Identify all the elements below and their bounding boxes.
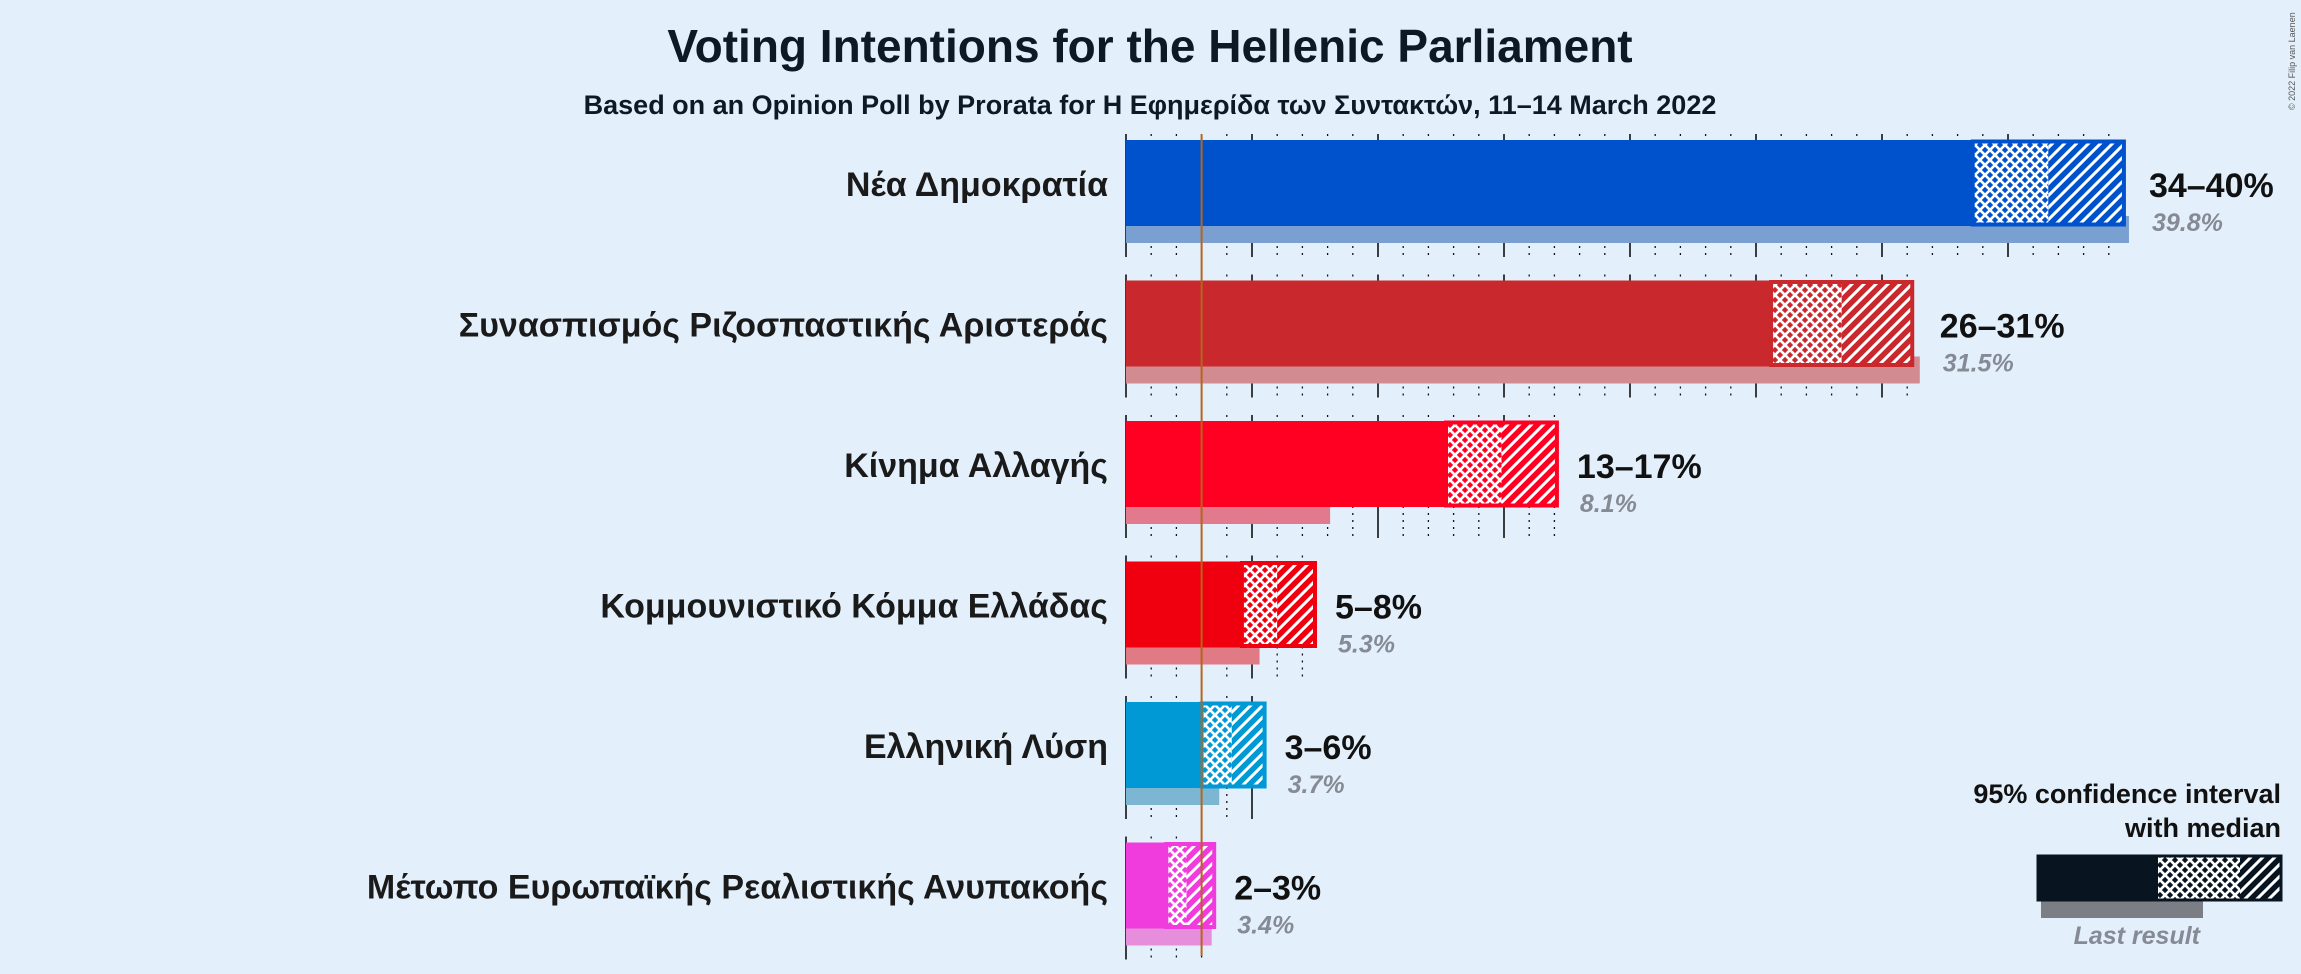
party-label: Συνασπισμός Ριζοσπαστικής Αριστεράς (459, 307, 1108, 345)
range-label: 3–6% (1285, 729, 1372, 767)
legend-outline (2036, 854, 2283, 902)
bar-row: Ελληνική Λύση 3–6% 3.7% (864, 696, 1372, 819)
legend-ci-line1: 95% confidence interval (1973, 779, 2281, 809)
bar-solid (1126, 561, 1242, 648)
bar-ci-lower (1446, 421, 1502, 507)
party-label: Κομμουνιστικό Κόμμα Ελλάδας (600, 588, 1108, 626)
bar-rows: Νέα Δημοκρατία 34–40% 39.8% Συνασπισμός Ριζ… (367, 134, 2274, 960)
last-result-label: 3.4% (1237, 912, 1294, 940)
bar-row: Κίνημα Αλλαγής 13–17% 8.1% (844, 415, 1702, 538)
range-label: 34–40% (2149, 167, 2274, 205)
range-label: 13–17% (1577, 448, 1702, 486)
bar-row: Συνασπισμός Ριζοσπαστικής Αριστεράς 26–31… (459, 274, 2065, 398)
bar-solid (1126, 140, 1973, 226)
bar-ci-upper (1841, 280, 1913, 367)
bar-ci-lower (1201, 702, 1232, 788)
bar-ci-lower (1166, 842, 1187, 929)
bar-ci-lower (1972, 140, 2049, 226)
bar-ci-upper (1186, 842, 1215, 929)
chart-title: Voting Intentions for the Hellenic Parli… (667, 20, 1632, 72)
legend-ci-line2: with median (2124, 813, 2281, 843)
bar-ci-outline (1769, 280, 1915, 367)
chart-subtitle: Based on an Opinion Poll by Prorata for … (584, 90, 1717, 120)
bar-ci-outline (1164, 842, 1217, 929)
bar-solid (1126, 280, 1772, 367)
party-label: Νέα Δημοκρατία (846, 166, 1108, 204)
bar-row: Νέα Δημοκρατία 34–40% 39.8% (846, 134, 2274, 257)
legend-diagonal (2240, 856, 2281, 900)
party-label: Ελληνική Λύση (864, 728, 1108, 766)
bar-row: Κομμουνιστικό Κόμμα Ελλάδας 5–8% 5.3% (600, 555, 1422, 679)
bar-ci-upper (1231, 702, 1265, 788)
legend-last-result-label: Last result (2074, 922, 2202, 950)
last-result-label: 5.3% (1338, 631, 1395, 659)
party-label: Μέτωπο Ευρωπαϊκής Ρεαλιστικής Ανυπακοής (367, 869, 1108, 907)
bar-ci-lower (1241, 561, 1278, 648)
legend-solid-swatch (2038, 856, 2158, 900)
bar-ci-lower (1771, 280, 1842, 367)
legend-crosshatch (2158, 856, 2240, 900)
bar-solid (1126, 421, 1447, 507)
bar-ci-outline (1970, 139, 2126, 227)
legend: 95% confidence interval with median Last… (1973, 779, 2283, 950)
bar-row: Μέτωπο Ευρωπαϊκής Ρεαλιστικής Ανυπακοής 2… (367, 836, 1321, 960)
bar-ci-outline (1239, 561, 1318, 648)
copyright: © 2022 Filip van Laenen (2287, 12, 2297, 110)
range-label: 5–8% (1335, 589, 1422, 627)
bar-solid (1126, 842, 1167, 929)
last-result-label: 31.5% (1943, 350, 2014, 378)
bar-ci-upper (2048, 140, 2124, 226)
last-result-label: 8.1% (1580, 490, 1637, 518)
bar-solid (1126, 702, 1202, 788)
range-label: 2–3% (1234, 870, 1321, 908)
bar-ci-outline (1444, 420, 1559, 508)
bar-ci-upper (1277, 561, 1315, 648)
party-label: Κίνημα Αλλαγής (844, 447, 1108, 485)
range-label: 26–31% (1940, 308, 2065, 346)
last-result-label: 3.7% (1288, 771, 1345, 799)
bar-ci-upper (1501, 421, 1557, 507)
last-result-label: 39.8% (2152, 209, 2223, 237)
